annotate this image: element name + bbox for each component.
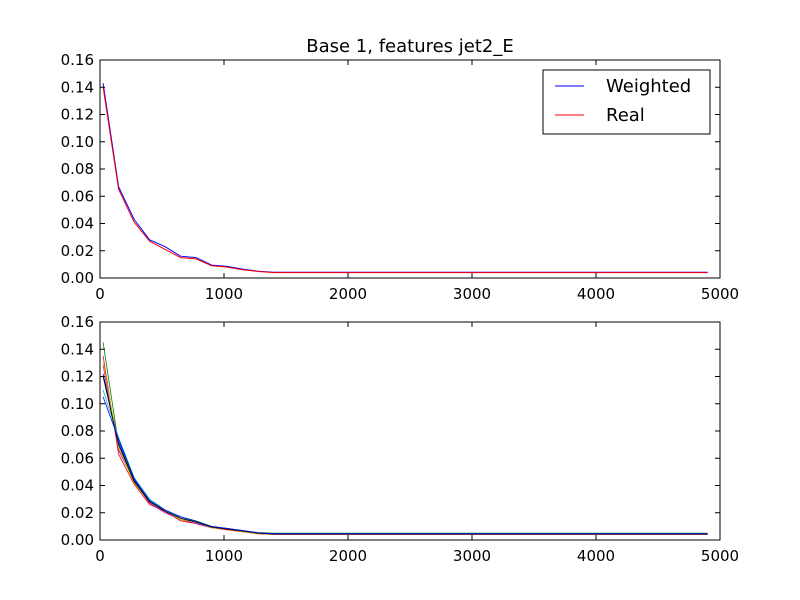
top-y-tick-label: 0.06 bbox=[61, 187, 94, 205]
top-y-tick-label: 0.08 bbox=[61, 160, 94, 178]
top-y-tick-label: 0.10 bbox=[61, 133, 94, 151]
top-series-line-real bbox=[102, 87, 708, 274]
bottom-series-layer bbox=[102, 342, 708, 535]
bottom-y-tick-label: 0.04 bbox=[61, 477, 94, 495]
bottom-subplot: 0 1000 2000 3000 4000 5000 0.00 0.02 0.04 0.06 0.0… bbox=[61, 313, 740, 565]
bottom-x-tick-label: 4000 bbox=[577, 547, 615, 565]
top-x-tick-label: 0 bbox=[95, 285, 105, 303]
bottom-x-tick-label: 0 bbox=[95, 547, 105, 565]
top-y-tick-label: 0.16 bbox=[61, 51, 94, 69]
top-series-layer bbox=[102, 83, 708, 274]
top-subplot: Base 1, features jet2_E 0 1000 2000 3000 400… bbox=[61, 36, 740, 303]
top-y-tick-label: 0.04 bbox=[61, 215, 94, 233]
bottom-y-tick-label: 0.12 bbox=[61, 368, 94, 386]
legend-label-real: Real bbox=[606, 105, 645, 126]
bottom-y-tick-label: 0.02 bbox=[61, 504, 94, 522]
top-y-tick-label: 0.12 bbox=[61, 106, 94, 124]
legend-label-weighted: Weighted bbox=[606, 76, 691, 97]
top-x-tick-label: 2000 bbox=[329, 285, 367, 303]
bottom-x-tick-label: 1000 bbox=[205, 547, 243, 565]
bottom-y-tick-label: 0.16 bbox=[61, 313, 94, 331]
bottom-ticks-layer: 0 1000 2000 3000 4000 5000 0.00 0.02 0.04 0.06 0.0… bbox=[61, 313, 740, 565]
top-x-tick-label: 5000 bbox=[701, 285, 739, 303]
bottom-y-tick-label: 0.06 bbox=[61, 449, 94, 467]
bottom-y-tick-label: 0.10 bbox=[61, 395, 94, 413]
top-y-tick-label: 0.00 bbox=[61, 269, 94, 287]
bottom-y-tick-label: 0.08 bbox=[61, 422, 94, 440]
top-ticks-layer: 0 1000 2000 3000 4000 5000 0.00 0.02 0.04 0.06 0.0… bbox=[61, 51, 740, 303]
top-x-tick-label: 3000 bbox=[453, 285, 491, 303]
legend: Weighted Real bbox=[542, 69, 711, 135]
top-x-tick-label: 4000 bbox=[577, 285, 615, 303]
bottom-x-tick-label: 2000 bbox=[329, 547, 367, 565]
bottom-y-tick-label: 0.00 bbox=[61, 531, 94, 549]
bottom-x-tick-label: 5000 bbox=[701, 547, 739, 565]
bottom-series-line-8 bbox=[102, 396, 708, 535]
bottom-x-tick-label: 3000 bbox=[453, 547, 491, 565]
top-chart-title: Base 1, features jet2_E bbox=[306, 36, 514, 57]
top-y-tick-label: 0.02 bbox=[61, 242, 94, 260]
top-y-tick-label: 0.14 bbox=[61, 78, 94, 96]
bottom-y-tick-label: 0.14 bbox=[61, 340, 94, 358]
legend-box bbox=[542, 69, 711, 135]
top-x-tick-label: 1000 bbox=[205, 285, 243, 303]
